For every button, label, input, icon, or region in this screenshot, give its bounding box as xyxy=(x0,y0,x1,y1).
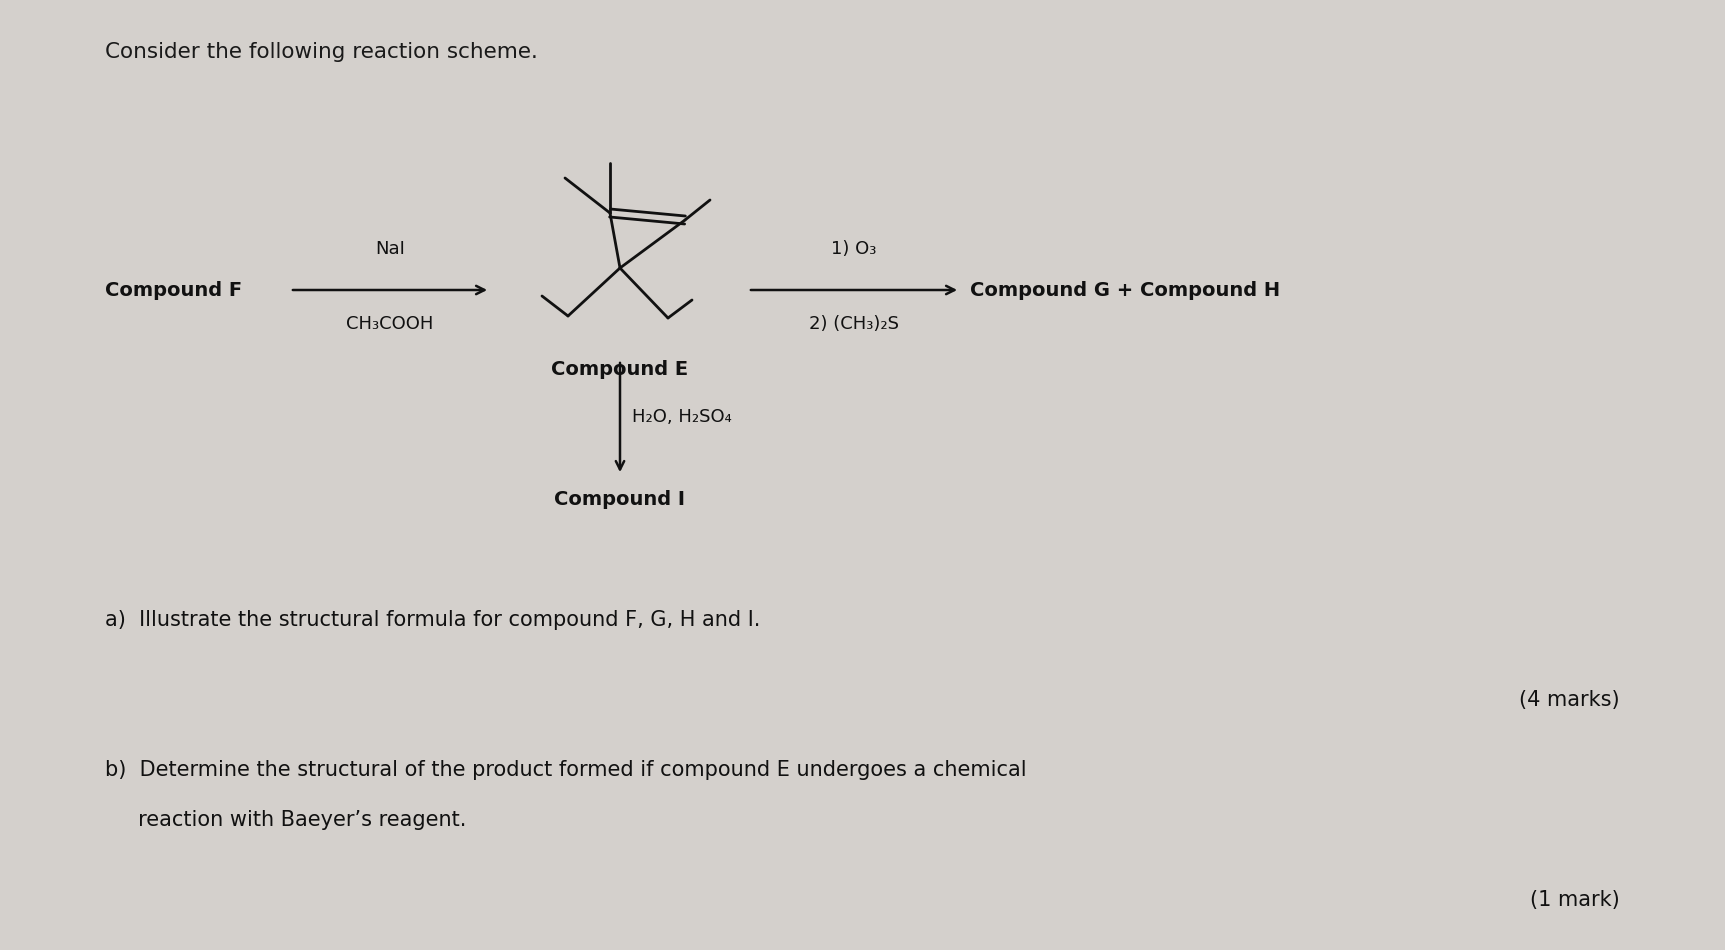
Text: H₂O, H₂SO₄: H₂O, H₂SO₄ xyxy=(631,408,731,427)
Text: (4 marks): (4 marks) xyxy=(1520,690,1620,710)
Text: (1 mark): (1 mark) xyxy=(1530,890,1620,910)
Text: 2) (CH₃)₂S: 2) (CH₃)₂S xyxy=(809,315,899,333)
Text: a)  Illustrate the structural formula for compound F, G, H and I.: a) Illustrate the structural formula for… xyxy=(105,610,761,630)
Text: Compound E: Compound E xyxy=(552,360,688,379)
Text: b)  Determine the structural of the product formed if compound E undergoes a che: b) Determine the structural of the produ… xyxy=(105,760,1026,780)
Text: 1) O₃: 1) O₃ xyxy=(831,240,876,258)
Text: NaI: NaI xyxy=(374,240,405,258)
Text: Compound G + Compound H: Compound G + Compound H xyxy=(969,280,1280,299)
Text: Compound I: Compound I xyxy=(554,490,685,509)
Text: Compound F: Compound F xyxy=(105,280,242,299)
Text: Consider the following reaction scheme.: Consider the following reaction scheme. xyxy=(105,42,538,62)
Text: CH₃COOH: CH₃COOH xyxy=(347,315,433,333)
Text: reaction with Baeyer’s reagent.: reaction with Baeyer’s reagent. xyxy=(105,810,466,830)
